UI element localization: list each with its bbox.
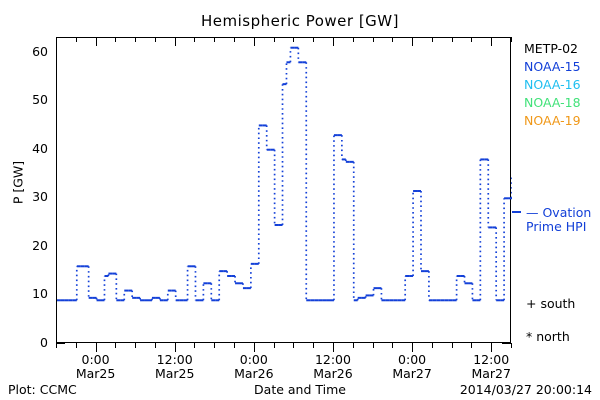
x-tick-mark	[491, 37, 493, 46]
legend-item-noaa-18[interactable]: NOAA-18	[524, 95, 581, 110]
x-tick-mark	[174, 343, 176, 352]
x-tick-mark	[293, 343, 295, 348]
x-tick-mark	[75, 343, 77, 348]
y-tick-label: 20	[32, 237, 48, 253]
x-tick-mark	[293, 37, 295, 42]
x-tick-date: Mar27	[392, 366, 432, 381]
x-tick-time: 0:00	[398, 352, 427, 367]
x-tick-label: 12:00 Mar25	[140, 353, 210, 381]
x-tick-time: 0:00	[81, 352, 110, 367]
x-tick-mark	[511, 37, 512, 42]
x-tick-mark	[412, 37, 414, 46]
x-tick-mark	[154, 37, 156, 42]
x-tick-time: 0:00	[239, 352, 268, 367]
legend-item-metp-02[interactable]: METP-02	[524, 41, 578, 56]
x-tick-time: 12:00	[156, 352, 193, 367]
ovation-legend-entry: — Ovation Prime HPI	[512, 206, 600, 234]
page-title: Hemispheric Power [GW]	[201, 12, 399, 30]
x-tick-label: 0:00 Mar25	[61, 353, 131, 381]
x-tick-mark	[194, 37, 196, 42]
y-tick-mark	[502, 343, 511, 344]
x-tick-mark	[273, 37, 275, 42]
y-tick-label: 50	[32, 92, 48, 108]
south-marker-legend: + south	[526, 296, 576, 311]
x-tick-mark	[431, 37, 433, 42]
x-tick-mark	[135, 343, 137, 348]
y-tick-label: 0	[40, 335, 48, 350]
x-tick-mark	[234, 343, 236, 348]
annotation-panel: — Ovation Prime HPI + south * north	[512, 206, 600, 344]
x-tick-date: Mar25	[75, 366, 116, 381]
plot-timestamp: 2014/03/27 20:00:14	[459, 382, 592, 397]
x-tick-mark	[412, 343, 414, 352]
x-tick-mark	[352, 343, 354, 348]
legend: METP-02 NOAA-15 NOAA-16 NOAA-18 NOAA-19	[524, 40, 600, 130]
ovation-label-line1: — Ovation	[526, 205, 592, 220]
north-marker-legend: * north	[526, 329, 570, 344]
y-tick-label: 10	[32, 286, 48, 302]
legend-item-noaa-19[interactable]: NOAA-19	[524, 113, 581, 128]
x-tick-mark	[234, 37, 236, 42]
x-tick-mark	[154, 343, 156, 348]
x-tick-mark	[392, 343, 394, 348]
x-tick-mark	[451, 37, 453, 42]
x-tick-mark	[332, 37, 334, 46]
legend-item-noaa-15[interactable]: NOAA-15	[524, 59, 581, 74]
x-tick-mark	[392, 37, 394, 42]
dash-marker-icon	[512, 211, 521, 213]
x-tick-mark	[253, 343, 255, 352]
x-tick-mark	[214, 343, 216, 348]
x-tick-mark	[194, 343, 196, 348]
x-tick-mark	[56, 343, 57, 348]
x-tick-mark	[174, 37, 176, 46]
x-tick-mark	[491, 343, 493, 352]
x-tick-label: 0:00 Mar27	[377, 353, 447, 381]
x-tick-mark	[511, 343, 512, 348]
series-0	[57, 46, 512, 302]
x-tick-date: Mar26	[313, 366, 353, 381]
x-tick-mark	[56, 37, 57, 42]
x-tick-mark	[115, 343, 117, 348]
x-tick-mark	[95, 343, 97, 352]
x-axis-title: Date and Time	[254, 382, 346, 397]
x-tick-mark	[451, 343, 453, 348]
x-tick-mark	[75, 37, 77, 42]
x-tick-date: Mar25	[154, 366, 195, 381]
x-tick-mark	[431, 343, 433, 348]
x-tick-mark	[313, 37, 315, 42]
x-tick-mark	[471, 343, 473, 348]
chart-series-canvas	[57, 46, 512, 302]
x-tick-label: 12:00 Mar27	[456, 353, 526, 381]
x-tick-mark	[372, 343, 374, 348]
x-tick-mark	[332, 343, 334, 352]
legend-item-noaa-16[interactable]: NOAA-16	[524, 77, 581, 92]
x-tick-time: 12:00	[473, 352, 510, 367]
x-tick-mark	[95, 37, 97, 46]
x-tick-date: Mar27	[471, 366, 511, 381]
x-tick-label: 0:00 Mar26	[219, 353, 289, 381]
x-tick-mark	[253, 37, 255, 46]
x-tick-mark	[115, 37, 117, 42]
x-tick-mark	[313, 343, 315, 348]
x-tick-mark	[135, 37, 137, 42]
x-tick-label: 12:00 Mar26	[298, 353, 368, 381]
x-tick-mark	[273, 343, 275, 348]
plot-area	[56, 37, 512, 343]
y-tick-label: 60	[32, 43, 48, 59]
x-tick-mark	[372, 37, 374, 42]
x-tick-mark	[471, 37, 473, 42]
ovation-label-line2: Prime HPI	[526, 219, 587, 234]
y-tick-label: 30	[32, 189, 48, 205]
plot-credit: Plot: CCMC	[8, 382, 77, 397]
y-tick-label: 40	[32, 140, 48, 156]
y-tick-mark	[56, 343, 65, 344]
x-tick-mark	[214, 37, 216, 42]
x-tick-time: 12:00	[314, 352, 351, 367]
x-tick-mark	[352, 37, 354, 42]
x-tick-date: Mar26	[234, 366, 274, 381]
